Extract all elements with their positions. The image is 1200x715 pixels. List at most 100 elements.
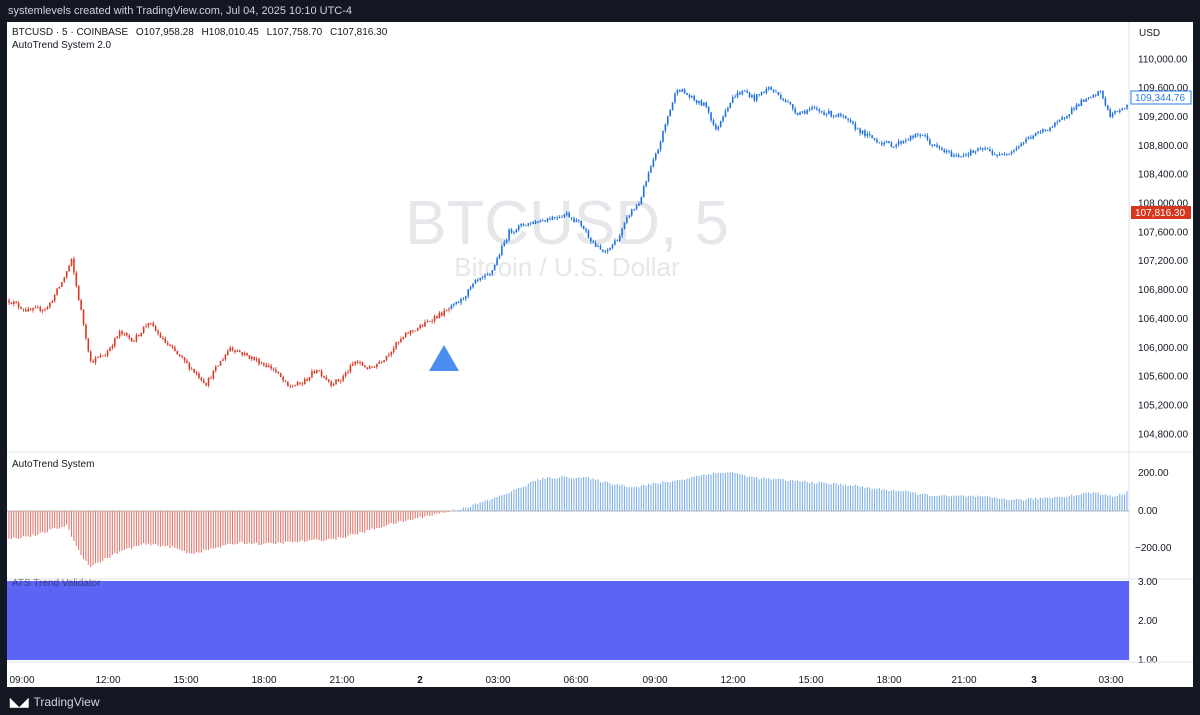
oscillator-bar bbox=[518, 487, 520, 511]
oscillator-bar bbox=[857, 485, 859, 511]
oscillator-bar bbox=[436, 511, 438, 514]
oscillator-bar bbox=[364, 511, 366, 533]
candle-body bbox=[861, 130, 864, 134]
candle-body bbox=[241, 352, 244, 355]
oscillator-bar bbox=[496, 497, 498, 511]
candle-body bbox=[92, 360, 94, 363]
oscillator-bar bbox=[566, 476, 568, 511]
buy-signal-triangle-icon[interactable] bbox=[429, 345, 459, 371]
oscillator-bar bbox=[219, 511, 222, 548]
candle-body bbox=[883, 142, 885, 145]
oscillator-bar bbox=[676, 479, 678, 511]
oscillator-bar bbox=[825, 483, 827, 511]
time-axis[interactable]: 09:00 12:00 15:00 18:00 21:00 2 03:00 06:00 09:0… bbox=[9, 675, 1123, 686]
oscillator-pane-title[interactable]: AutoTrend System bbox=[12, 459, 94, 470]
oscillator-bar bbox=[929, 495, 931, 511]
legend-indicator[interactable]: AutoTrend System 2.0 bbox=[12, 40, 112, 51]
candle-body bbox=[1056, 121, 1059, 123]
candle-body bbox=[89, 351, 92, 361]
candle-body bbox=[1013, 149, 1015, 152]
candle-body bbox=[837, 113, 840, 117]
candle-body bbox=[724, 110, 727, 117]
candle-body bbox=[445, 310, 448, 311]
candle-body bbox=[34, 307, 37, 309]
candle-body bbox=[960, 156, 962, 158]
oscillator-bar bbox=[816, 483, 818, 511]
candle-body bbox=[905, 140, 907, 142]
oscillator-bar bbox=[972, 495, 974, 511]
candle-body bbox=[243, 353, 246, 355]
candle-body bbox=[152, 322, 155, 327]
legend-high: H108,010.45 bbox=[202, 27, 260, 38]
candle-body bbox=[138, 334, 140, 337]
legend-open: O107,958.28 bbox=[136, 27, 194, 38]
chart-canvas[interactable]: BTCUSD, 5 Bitcoin / U.S. Dollar BTCUSD ·… bbox=[7, 22, 1193, 687]
candle-body bbox=[892, 146, 895, 148]
candle-body bbox=[222, 359, 224, 361]
oscillator-bar bbox=[799, 481, 801, 511]
oscillator-bar bbox=[571, 478, 573, 511]
price-scale[interactable]: 110,000.00 109,600.00 109,200.00 108,800.00… bbox=[1138, 54, 1188, 440]
oscillator-bar bbox=[650, 484, 652, 511]
oscillator-bar bbox=[188, 511, 190, 554]
oscillator-bar bbox=[748, 476, 751, 511]
oscillator-bar bbox=[94, 511, 97, 564]
oscillator-bar bbox=[292, 511, 294, 543]
oscillator-bar bbox=[859, 487, 861, 511]
candle-body bbox=[503, 242, 506, 246]
oscillator-bar bbox=[494, 497, 496, 511]
candle-body bbox=[212, 370, 215, 379]
candle-body bbox=[787, 101, 789, 103]
candle-body bbox=[777, 91, 780, 95]
oscillator-bar bbox=[171, 511, 173, 547]
candle-body bbox=[1109, 109, 1111, 117]
candle-body bbox=[919, 134, 922, 137]
oscillator-bar bbox=[131, 511, 133, 550]
oscillator-bar bbox=[162, 511, 164, 546]
candle-body bbox=[1114, 111, 1116, 114]
oscillator-bar bbox=[626, 486, 628, 511]
price-tick-label: 106,000.00 bbox=[1138, 343, 1188, 354]
oscillator-bar bbox=[950, 496, 952, 511]
oscillator-bar bbox=[248, 511, 250, 543]
candle-body bbox=[628, 215, 631, 218]
oscillator-bar bbox=[941, 495, 943, 511]
oscillator-bar bbox=[467, 507, 469, 511]
oscillator-bar bbox=[732, 472, 734, 511]
candle-body bbox=[741, 91, 744, 95]
oscillator-bar bbox=[210, 511, 212, 549]
candle-body bbox=[592, 241, 595, 243]
oscillator-bar bbox=[758, 479, 760, 511]
candle-body bbox=[962, 155, 965, 157]
candle-body bbox=[301, 383, 304, 385]
oscillator-bar bbox=[522, 486, 525, 511]
candle-body bbox=[746, 90, 748, 93]
candle-body bbox=[207, 377, 210, 386]
oscillator-bar bbox=[118, 511, 121, 552]
oscillator-bar bbox=[224, 511, 226, 546]
oscillator-bar bbox=[513, 489, 515, 511]
oscillator-bar bbox=[25, 511, 27, 537]
candle-body bbox=[226, 351, 229, 355]
oscillator-bar bbox=[75, 511, 77, 546]
oscillator-bar bbox=[10, 511, 12, 539]
candle-body bbox=[337, 379, 340, 382]
candle-body bbox=[789, 102, 792, 105]
oscillator-bar bbox=[347, 511, 349, 536]
candle-body bbox=[1087, 97, 1090, 99]
candle-body bbox=[349, 365, 352, 372]
validator-pane-title[interactable]: ATS Trend Validator bbox=[12, 578, 101, 589]
candle-body bbox=[770, 87, 772, 90]
candle-body bbox=[842, 115, 845, 117]
oscillator-bar bbox=[369, 511, 371, 531]
candle-body bbox=[457, 302, 460, 303]
oscillator-bar bbox=[8, 511, 10, 539]
oscillator-bar bbox=[938, 495, 940, 511]
oscillator-bar bbox=[842, 485, 844, 511]
candle-body bbox=[287, 381, 289, 387]
oscillator-bar bbox=[63, 511, 65, 527]
candle-body bbox=[712, 120, 715, 125]
candle-body bbox=[440, 312, 443, 316]
candle-body bbox=[481, 277, 484, 279]
candle-body bbox=[621, 228, 623, 236]
